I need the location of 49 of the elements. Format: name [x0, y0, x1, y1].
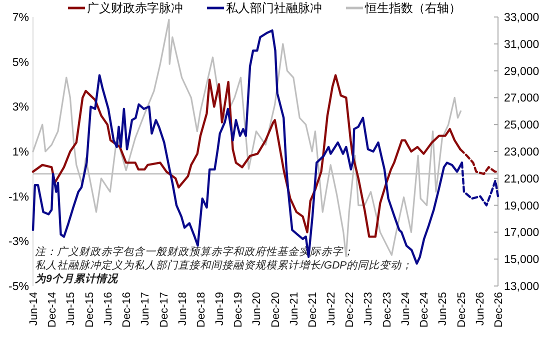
x-tick-label: Dec-21 [307, 292, 320, 328]
y2-tick-label: 31,000 [504, 38, 540, 51]
x-tick-label: Jun-14 [28, 292, 40, 326]
x-tick-label: Dec-14 [46, 292, 59, 328]
x-tick-label: Dec-23 [381, 292, 394, 328]
y2-tick-label: 13,000 [504, 281, 540, 293]
y2-tick-label: 27,000 [504, 92, 540, 105]
x-tick-label: Jun-22 [326, 292, 338, 326]
x-tick-label: Jun-24 [400, 292, 412, 326]
x-tick-label: Dec-25 [456, 292, 468, 328]
x-tick-label: Jun-17 [140, 292, 152, 326]
y-tick-label: 1% [12, 146, 29, 158]
x-tick-label: Dec-22 [344, 292, 356, 328]
x-tick-label: Jun-15 [65, 292, 78, 326]
x-tick-label: Dec-20 [270, 292, 282, 328]
y2-tick-label: 21,000 [504, 173, 540, 186]
y2-tick-label: 33,000 [504, 12, 540, 24]
y-tick-label: 5% [12, 56, 29, 69]
y-tick-label: -1% [8, 191, 29, 204]
x-tick-label: Dec-19 [232, 292, 245, 328]
x-tick-label: Jun-20 [251, 292, 264, 326]
annotation: 为9个月累计情况 [35, 273, 119, 285]
x-tick-label: Jun-18 [176, 292, 189, 326]
x-tick-label: Jun-21 [288, 292, 300, 326]
y2-tick-label: 25,000 [504, 120, 540, 132]
x-tick-label: Jun-23 [362, 292, 375, 326]
y2-tick-label: 15,000 [504, 254, 540, 266]
x-tick-label: Dec-24 [418, 292, 431, 328]
x-tick-label: Dec-15 [84, 292, 96, 328]
x-tick-label: Jun-19 [214, 292, 226, 326]
legend-label: 恒生指数（右轴） [364, 1, 461, 15]
y-tick-label: 3% [12, 102, 29, 114]
y2-tick-label: 29,000 [504, 66, 540, 78]
y-tick-label: -3% [8, 236, 29, 248]
y2-tick-label: 19,000 [504, 200, 540, 212]
legend-label: 私人部门社融脉冲 [226, 1, 322, 15]
x-tick-label: Dec-17 [158, 292, 170, 328]
y-tick-label: 7% [12, 12, 29, 24]
y2-tick-label: 17,000 [504, 227, 540, 240]
x-tick-label: Dec-18 [195, 292, 208, 328]
y2-tick-label: 23,000 [504, 146, 540, 158]
y-tick-label: -5% [8, 281, 29, 293]
x-tick-label: Dec-16 [121, 292, 134, 328]
annotation: 私人社融脉冲定义为私人部门直接和间接融资规模累计增长/GDP的同比变动； [35, 260, 413, 272]
x-tick-label: Jun-25 [437, 292, 450, 326]
legend-label: 广义财政赤字脉冲 [87, 1, 183, 15]
x-tick-label: Dec-26 [493, 292, 505, 328]
x-tick-label: Jun-16 [102, 292, 114, 326]
x-tick-label: Jun-26 [474, 292, 486, 326]
